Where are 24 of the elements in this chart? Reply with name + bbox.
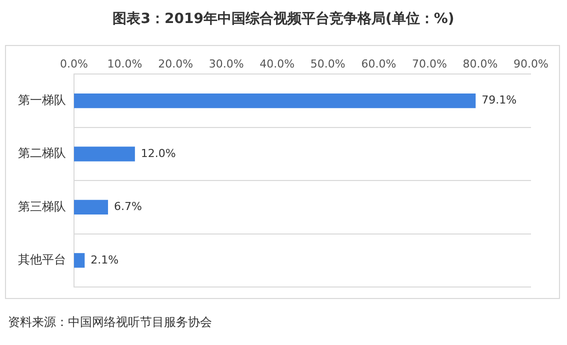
data-label: 12.0%	[140, 146, 176, 160]
bar	[74, 93, 476, 108]
y-tick-label: 第三梯队	[18, 199, 66, 214]
x-tick-label: 90.0%	[514, 57, 548, 70]
bar	[74, 253, 85, 268]
x-tick-label: 60.0%	[361, 57, 396, 70]
chart-title: 图表3：2019年中国综合视频平台竞争格局(单位：%)	[112, 10, 456, 28]
y-tick-label: 第二梯队	[18, 146, 66, 160]
x-tick-label: 80.0%	[462, 57, 498, 70]
x-tick-label: 10.0%	[107, 57, 142, 70]
data-label: 79.1%	[482, 94, 517, 107]
x-tick-label: 0.0%	[60, 57, 88, 70]
y-tick-label: 第一梯队	[18, 92, 66, 107]
x-tick-label: 20.0%	[158, 57, 194, 70]
y-tick-label: 其他平台	[18, 252, 66, 267]
data-label: 2.1%	[90, 253, 119, 266]
bar	[74, 146, 135, 162]
text: 资料来源：中国网络视听节目服务协会	[8, 314, 212, 331]
bar	[74, 200, 108, 215]
x-tick-label: 40.0%	[260, 57, 295, 70]
x-tick-label: 70.0%	[412, 57, 447, 70]
x-tick-label: 50.0%	[310, 57, 346, 70]
data-label: 6.7%	[114, 200, 142, 214]
x-tick-label: 30.0%	[208, 57, 244, 70]
